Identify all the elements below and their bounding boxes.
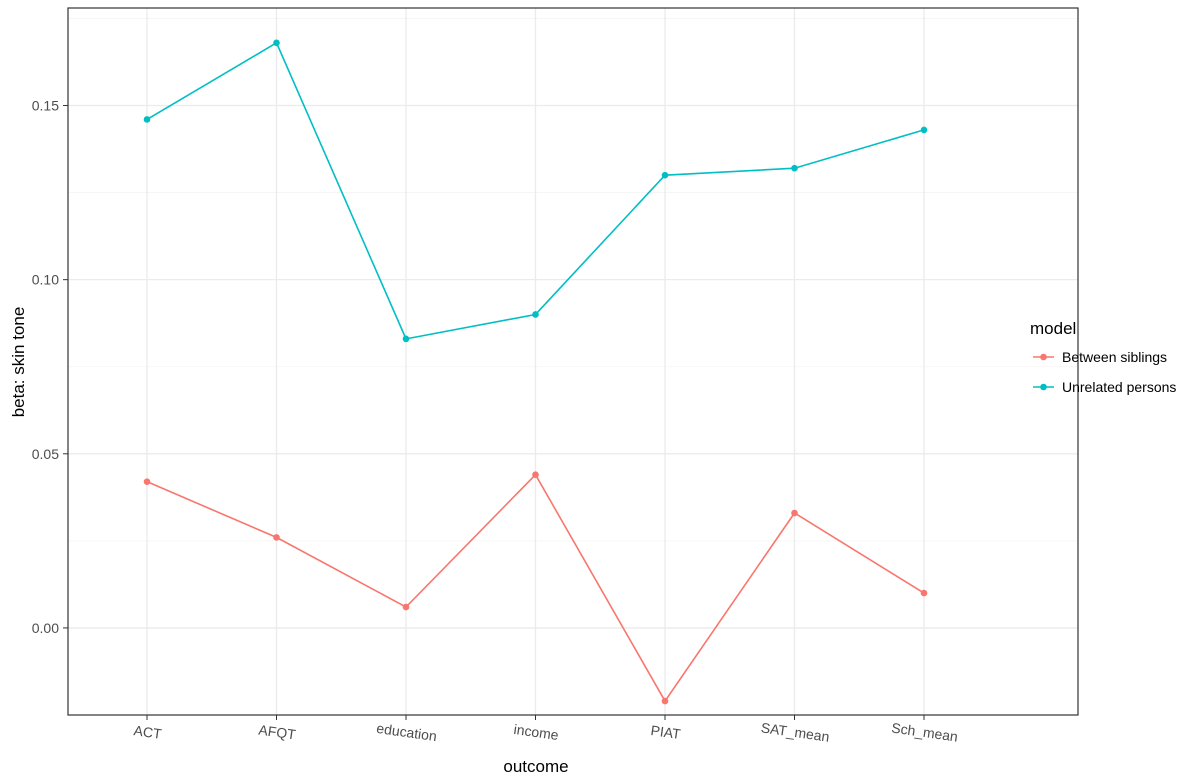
- y-tick-label-2: 0.10: [32, 272, 59, 288]
- legend-key-point-0: [1040, 353, 1047, 361]
- x-tick-label-5: SAT_mean: [760, 719, 831, 744]
- data-point-1-4: [661, 171, 669, 179]
- y-tick-label-0: 0.00: [32, 620, 59, 636]
- data-point-0-6: [920, 589, 928, 597]
- x-tick-label-3: income: [513, 721, 560, 743]
- series-layer: [143, 39, 928, 705]
- x-axis: ACT AFQT education income PIAT SAT_mean Sch_me…: [133, 715, 959, 745]
- y-tick-label-1: 0.05: [32, 446, 59, 462]
- grid: [68, 8, 1078, 715]
- x-tick-label-6: Sch_mean: [890, 719, 959, 744]
- data-point-1-5: [791, 164, 798, 172]
- series-1: [143, 39, 928, 343]
- legend-title: model: [1030, 319, 1076, 338]
- data-point-0-0: [143, 478, 151, 485]
- legend-item-0: Between siblings: [1033, 349, 1167, 365]
- data-point-0-1: [273, 534, 280, 541]
- legend-label-1: Unrelated persons: [1062, 379, 1176, 395]
- x-tick-label-1: AFQT: [258, 722, 298, 743]
- x-tick-label-4: PIAT: [650, 722, 682, 742]
- data-point-0-2: [402, 603, 410, 611]
- data-point-1-2: [402, 335, 410, 343]
- x-axis-title: outcome: [503, 757, 568, 776]
- legend-item-1: Unrelated persons: [1033, 379, 1176, 395]
- legend: model Between siblings Unrelated persons: [1030, 319, 1176, 395]
- data-point-0-4: [661, 697, 669, 705]
- data-point-0-5: [791, 509, 798, 517]
- y-axis: 0.00 0.05 0.10 0.15: [32, 98, 68, 636]
- data-point-1-6: [920, 126, 928, 134]
- y-axis-title: beta: skin tone: [9, 307, 28, 418]
- x-tick-label-0: ACT: [133, 722, 163, 742]
- data-point-1-0: [143, 116, 151, 123]
- y-tick-label-3: 0.15: [32, 98, 59, 114]
- x-tick-label-2: education: [376, 720, 438, 744]
- data-point-1-3: [532, 311, 539, 318]
- data-point-1-1: [273, 39, 280, 47]
- data-point-0-3: [532, 471, 539, 478]
- legend-label-0: Between siblings: [1062, 349, 1167, 365]
- series-0: [143, 471, 928, 705]
- panel-border: [67, 7, 1079, 716]
- legend-key-point-1: [1040, 383, 1047, 391]
